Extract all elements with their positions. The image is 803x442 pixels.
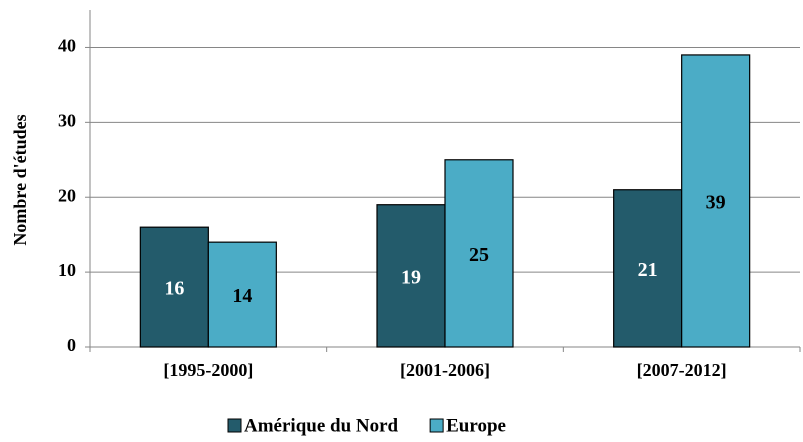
bar [376, 204, 446, 348]
data-label: 19 [401, 266, 421, 288]
bar [613, 189, 683, 348]
legend-swatch [429, 418, 444, 433]
y-tick-label: 40 [58, 36, 76, 56]
bar [681, 54, 751, 348]
data-label: 21 [638, 259, 658, 281]
y-tick-label: 30 [58, 110, 76, 130]
y-tick-label: 10 [58, 260, 76, 280]
bar [207, 241, 277, 348]
data-label: 39 [706, 192, 726, 214]
data-label: 16 [164, 278, 184, 300]
legend-label: Amérique du Nord [244, 415, 399, 436]
data-label: 14 [232, 285, 252, 307]
y-tick-label: 0 [67, 335, 76, 355]
y-axis-label: Nombre d'études [10, 114, 30, 245]
legend-label: Europe [446, 415, 506, 436]
y-tick-label: 20 [58, 185, 76, 205]
legend-swatch [227, 418, 242, 433]
data-label: 25 [469, 244, 489, 266]
x-tick-label: [2007-2012] [637, 360, 727, 380]
bar [444, 159, 514, 348]
x-tick-label: [1995-2000] [163, 360, 253, 380]
x-tick-label: [2001-2006] [400, 360, 490, 380]
bar [139, 226, 209, 348]
